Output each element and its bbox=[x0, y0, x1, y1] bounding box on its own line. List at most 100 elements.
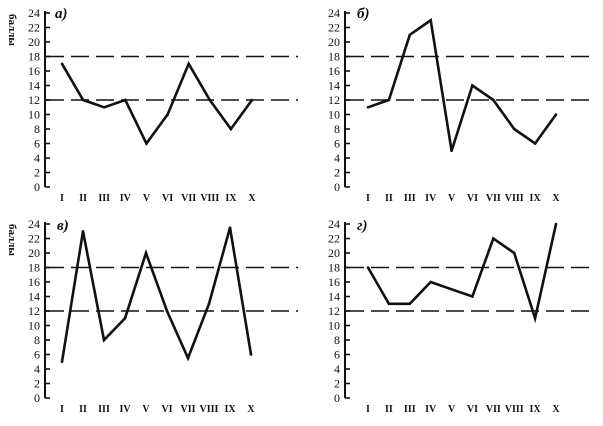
data-point bbox=[229, 127, 233, 131]
series-line bbox=[367, 18, 558, 152]
y-tick-label: 18 bbox=[28, 261, 40, 275]
panel-label: в) bbox=[57, 218, 69, 234]
x-tick-label: VIII bbox=[200, 193, 219, 204]
y-tick-label: 16 bbox=[328, 64, 340, 78]
y-tick-label: 0 bbox=[34, 391, 40, 405]
x-tick-label: I bbox=[366, 193, 370, 204]
x-tick-label: VIII bbox=[505, 404, 524, 415]
y-tick-label: 10 bbox=[28, 108, 40, 122]
x-tick-label: IX bbox=[225, 193, 237, 204]
data-point bbox=[554, 113, 558, 116]
x-tick-label: X bbox=[248, 193, 256, 204]
x-tick-label: X bbox=[247, 404, 255, 415]
data-point bbox=[533, 316, 537, 320]
y-tick-label: 20 bbox=[28, 35, 40, 49]
data-point bbox=[471, 84, 474, 87]
y-tick-label: 10 bbox=[328, 319, 340, 333]
y-tick-label: 12 bbox=[28, 304, 40, 318]
x-tick-label: IX bbox=[530, 193, 542, 204]
x-tick-label: VII bbox=[181, 193, 196, 204]
x-tick-label: II bbox=[385, 404, 393, 415]
data-point bbox=[387, 98, 391, 102]
y-tick-label: 14 bbox=[28, 290, 40, 304]
x-tick-label: II bbox=[79, 193, 87, 204]
y-tick-label: 6 bbox=[334, 348, 340, 362]
data-point bbox=[450, 149, 453, 153]
data-point bbox=[165, 309, 169, 313]
y-tick-label: 22 bbox=[328, 21, 340, 35]
data-point bbox=[60, 62, 64, 66]
y-tick-label: 2 bbox=[334, 377, 340, 391]
data-point bbox=[450, 287, 453, 291]
x-tick-label: X bbox=[552, 404, 560, 415]
y-tick-label: 24 bbox=[328, 217, 340, 231]
y-tick-label: 24 bbox=[28, 217, 40, 231]
y-tick-label: 14 bbox=[328, 79, 340, 93]
data-point bbox=[123, 316, 127, 320]
y-tick-label: 4 bbox=[334, 151, 340, 165]
data-point bbox=[366, 266, 370, 269]
x-tick-label: VIII bbox=[200, 404, 219, 415]
data-point bbox=[471, 295, 474, 298]
x-tick-label: II bbox=[79, 404, 87, 415]
y-tick-label: 0 bbox=[34, 180, 40, 194]
x-tick-label: III bbox=[404, 404, 416, 415]
y-tick-label: 2 bbox=[34, 377, 40, 391]
y-tick-label: 12 bbox=[28, 93, 40, 107]
y-tick-label: 8 bbox=[334, 122, 340, 136]
x-tick-label: V bbox=[448, 404, 456, 415]
data-point bbox=[228, 226, 232, 229]
y-tick-label: 24 bbox=[328, 6, 340, 20]
y-axis-title: баллы bbox=[6, 14, 18, 46]
x-tick-label: X bbox=[552, 193, 560, 204]
y-tick-label: 14 bbox=[28, 79, 40, 93]
x-tick-label: V bbox=[142, 404, 150, 415]
x-tick-label: II bbox=[385, 193, 393, 204]
data-point bbox=[186, 356, 190, 360]
x-tick-label: III bbox=[98, 193, 110, 204]
y-tick-label: 0 bbox=[334, 391, 340, 405]
data-point bbox=[408, 302, 412, 306]
y-tick-label: 4 bbox=[334, 362, 340, 376]
data-point bbox=[81, 229, 85, 233]
data-point bbox=[60, 360, 64, 364]
data-point bbox=[533, 142, 537, 145]
y-tick-label: 8 bbox=[334, 333, 340, 347]
x-tick-label: IX bbox=[530, 404, 542, 415]
y-tick-label: 4 bbox=[34, 362, 40, 376]
y-tick-label: 20 bbox=[28, 246, 40, 260]
y-tick-label: 6 bbox=[34, 348, 40, 362]
y-tick-label: 12 bbox=[328, 93, 340, 107]
x-tick-label: I bbox=[60, 404, 64, 415]
y-tick-label: 24 bbox=[28, 6, 40, 20]
y-tick-label: 8 bbox=[34, 122, 40, 136]
y-tick-label: 10 bbox=[28, 319, 40, 333]
data-point bbox=[512, 251, 516, 255]
y-tick-label: 0 bbox=[334, 180, 340, 194]
x-tick-label: IV bbox=[120, 193, 132, 204]
data-point bbox=[102, 338, 106, 342]
x-tick-label: VI bbox=[161, 404, 172, 415]
x-tick-label: III bbox=[98, 404, 110, 415]
data-point bbox=[144, 251, 148, 255]
x-tick-label: VIII bbox=[505, 193, 524, 204]
x-tick-label: VI bbox=[162, 193, 173, 204]
data-point bbox=[145, 142, 148, 145]
y-axis-title: баллы bbox=[6, 224, 18, 256]
data-point bbox=[492, 98, 495, 102]
x-tick-label: VI bbox=[467, 193, 478, 204]
y-tick-label: 10 bbox=[328, 108, 340, 122]
x-tick-label: V bbox=[448, 193, 456, 204]
x-tick-label: VII bbox=[486, 193, 501, 204]
y-tick-label: 20 bbox=[328, 35, 340, 49]
y-tick-label: 16 bbox=[28, 275, 40, 289]
y-tick-label: 4 bbox=[34, 151, 40, 165]
data-point bbox=[554, 222, 558, 226]
data-point bbox=[366, 105, 370, 109]
y-tick-label: 6 bbox=[34, 137, 40, 151]
